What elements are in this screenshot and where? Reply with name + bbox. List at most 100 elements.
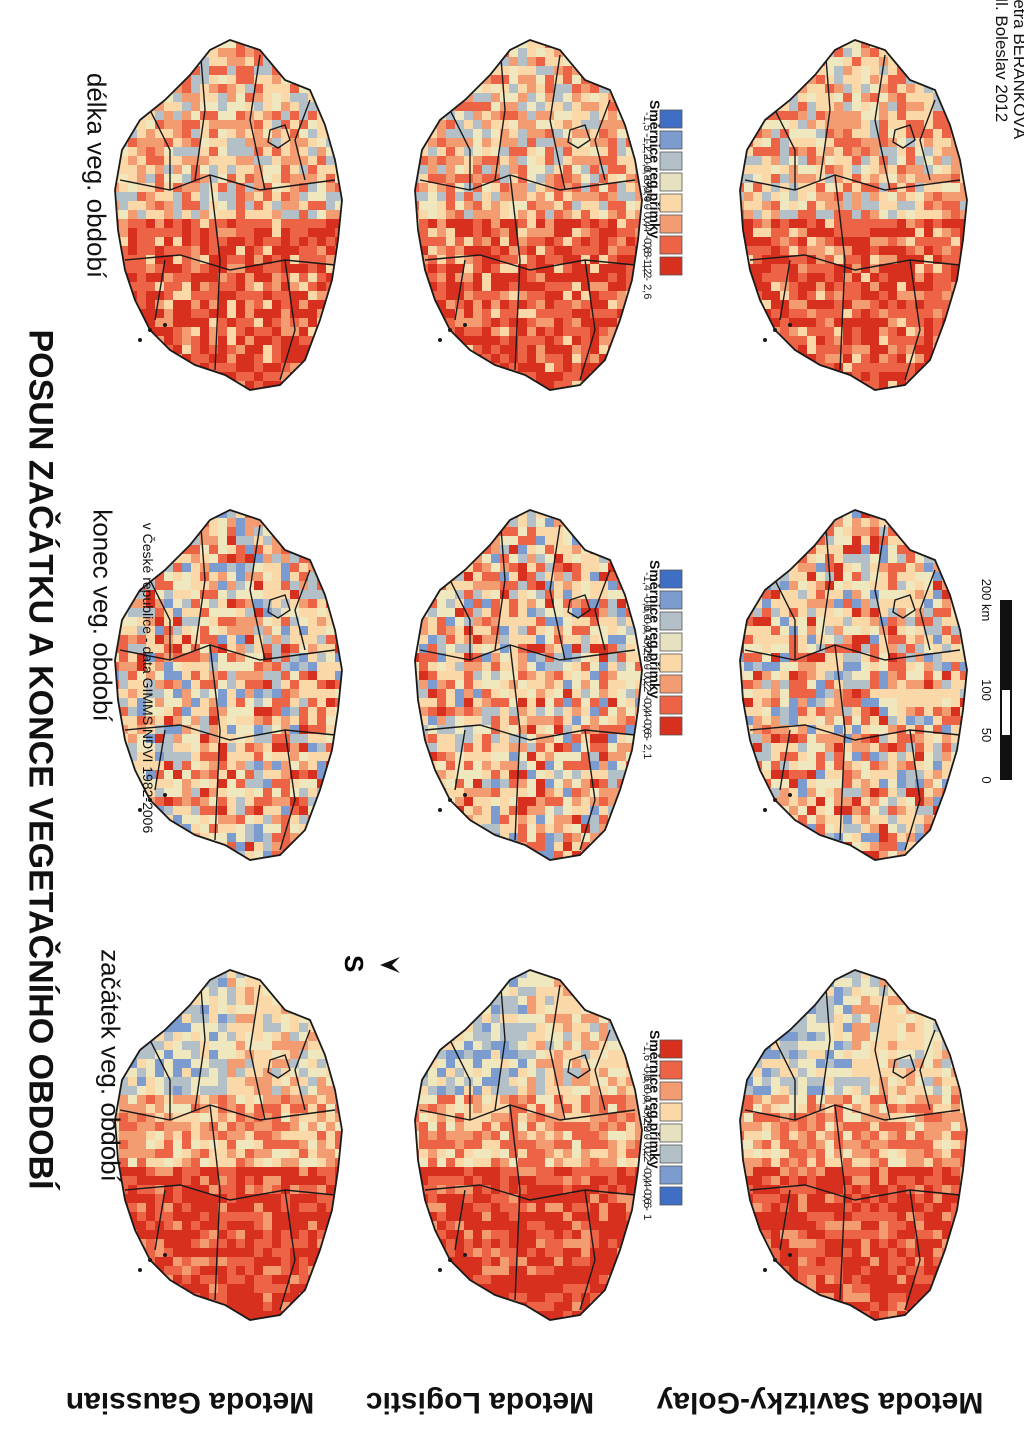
raster-cell (473, 1176, 483, 1186)
raster-cell (437, 644, 447, 654)
raster-cell (344, 1149, 354, 1159)
raster-cell (164, 147, 174, 157)
raster-cell (155, 725, 165, 735)
raster-cell (200, 192, 210, 202)
raster-cell (218, 1185, 228, 1195)
raster-cell (182, 165, 192, 175)
raster-cell (236, 129, 246, 139)
raster-cell (317, 527, 327, 537)
raster-cell (464, 644, 474, 654)
raster-cell (344, 987, 354, 997)
raster-cell (545, 1077, 555, 1087)
raster-cell (191, 500, 201, 510)
city-dot (463, 1253, 467, 1257)
city-dot (163, 793, 167, 797)
raster-cell (527, 1122, 537, 1132)
raster-cell (635, 1005, 642, 1015)
raster-cell (527, 1068, 537, 1078)
raster-cell (227, 1275, 237, 1285)
raster-cell (482, 1293, 492, 1303)
raster-cell (326, 842, 336, 852)
raster-cell (137, 1068, 147, 1078)
raster-cell (245, 716, 255, 726)
raster-cell (191, 228, 201, 238)
raster-cell (308, 536, 318, 546)
raster-cell (290, 851, 300, 860)
raster-cell (146, 716, 156, 726)
raster-cell (218, 93, 228, 103)
raster-cell (245, 1239, 255, 1249)
raster-cell (455, 1068, 465, 1078)
raster-cell (182, 192, 192, 202)
raster-cell (437, 1014, 447, 1024)
raster-cell (263, 644, 273, 654)
raster-cell (155, 165, 165, 175)
raster-cell (419, 1113, 429, 1123)
raster-cell (572, 1266, 582, 1276)
raster-cell (290, 599, 300, 609)
raster-cell (545, 581, 555, 591)
raster-cell (272, 608, 282, 618)
raster-cell (326, 545, 336, 555)
raster-cell (572, 599, 582, 609)
raster-cell (272, 147, 282, 157)
raster-cell (608, 581, 618, 591)
raster-cell (500, 1302, 510, 1312)
raster-cell (446, 1149, 456, 1159)
raster-cell (263, 1320, 273, 1330)
raster-cell (590, 1068, 600, 1078)
raster-cell (563, 653, 573, 663)
raster-cell (245, 1167, 255, 1177)
raster-cell (245, 318, 255, 328)
raster-cell (164, 1266, 174, 1276)
raster-cell (599, 653, 609, 663)
raster-cell (500, 1185, 510, 1195)
raster-cell (209, 282, 219, 292)
raster-cell (644, 996, 654, 1006)
raster-cell (191, 1077, 201, 1087)
raster-cell (119, 48, 129, 58)
raster-cell (110, 1320, 120, 1330)
raster-cell (344, 536, 354, 546)
raster-cell (200, 797, 210, 807)
raster-cell (317, 851, 327, 860)
raster-cell (299, 996, 309, 1006)
raster-cell (290, 300, 300, 310)
raster-cell (572, 1185, 582, 1195)
raster-cell (236, 1086, 246, 1096)
raster-cell (137, 680, 147, 690)
raster-cell (272, 734, 282, 744)
raster-cell (146, 1059, 156, 1069)
raster-cell (464, 608, 474, 618)
raster-cell (254, 1284, 264, 1294)
raster-cell (115, 345, 120, 355)
raster-cell (344, 644, 354, 654)
raster-cell (626, 1140, 636, 1150)
raster-cell (482, 1257, 492, 1267)
raster-cell (119, 833, 129, 843)
raster-cell (218, 716, 228, 726)
raster-cell (182, 806, 192, 816)
raster-cell (326, 1284, 336, 1294)
raster-cell (119, 66, 129, 76)
raster-cell (419, 970, 429, 979)
raster-cell (317, 860, 327, 870)
raster-cell (308, 1059, 318, 1069)
raster-cell (209, 57, 219, 67)
raster-cell (335, 536, 342, 546)
raster-cell (335, 680, 342, 690)
raster-cell (554, 1167, 564, 1177)
raster-cell (119, 75, 129, 85)
raster-cell (227, 174, 237, 184)
raster-cell (254, 1032, 264, 1042)
raster-cell (128, 824, 138, 834)
raster-cell (581, 518, 591, 528)
raster-cell (155, 536, 165, 546)
raster-cell (317, 1140, 327, 1150)
raster-cell (128, 815, 138, 825)
raster-cell (572, 1104, 582, 1114)
raster-cell (164, 599, 174, 609)
raster-cell (482, 518, 492, 528)
raster-cell (182, 1014, 192, 1024)
raster-cell (182, 563, 192, 573)
